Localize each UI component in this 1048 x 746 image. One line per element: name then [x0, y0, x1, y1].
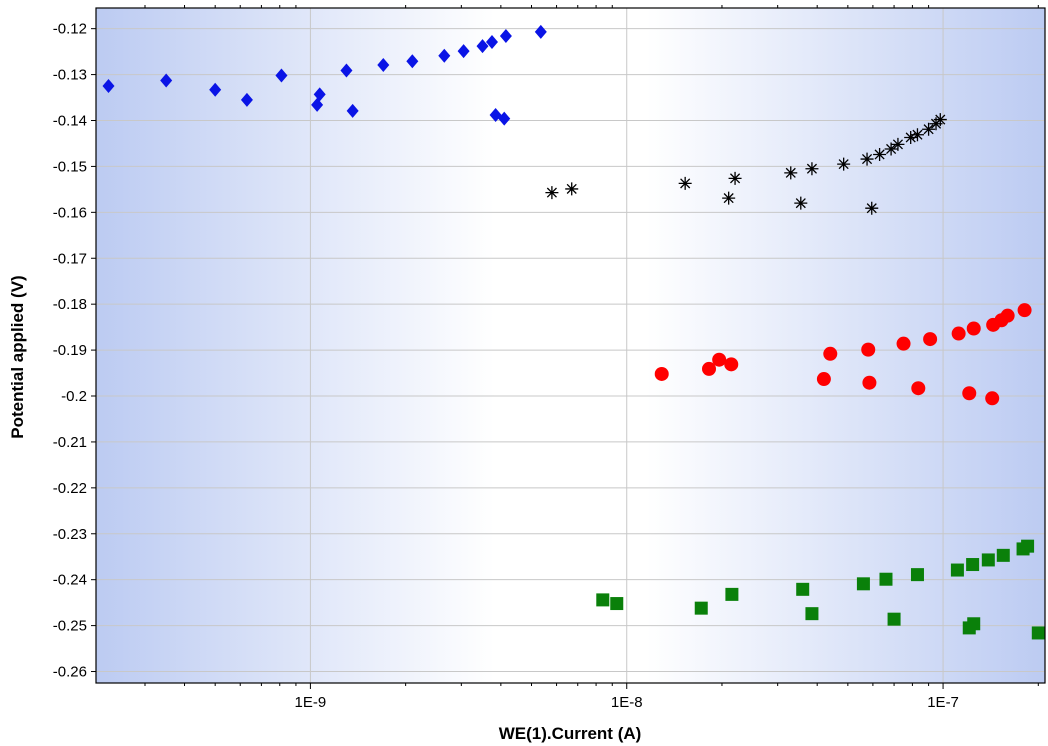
data-point-diamond: [485, 34, 498, 49]
data-point-diamond: [499, 29, 512, 44]
y-tick-label: -0.25: [53, 618, 87, 635]
data-point-square: [694, 601, 708, 615]
data-point-diamond: [313, 87, 326, 102]
data-point-asterisk: [860, 152, 874, 166]
y-tick-label: -0.2: [61, 388, 87, 405]
plot-frame: [95, 7, 1046, 684]
data-point-diamond: [102, 79, 115, 94]
data-point-asterisk: [884, 142, 898, 156]
data-point-square: [805, 607, 819, 621]
data-point-diamond: [209, 82, 222, 97]
data-point-square: [725, 587, 739, 601]
data-point-asterisk: [678, 176, 692, 190]
data-point-asterisk: [794, 196, 808, 210]
data-point-square: [996, 548, 1010, 562]
x-tick-label: 1E-7: [927, 694, 959, 711]
x-axis-title: WE(1).Current (A): [499, 724, 642, 743]
data-point-diamond: [340, 63, 353, 78]
data-point-diamond: [406, 54, 419, 69]
data-point-asterisk: [891, 137, 905, 151]
y-tick-label: -0.18: [53, 296, 87, 313]
data-point-asterisk: [873, 147, 887, 161]
data-point-diamond: [346, 103, 359, 118]
data-point-square: [610, 597, 624, 611]
data-point-diamond: [377, 57, 390, 72]
data-point-asterisk: [904, 130, 918, 144]
data-point-circle: [724, 357, 739, 372]
series-asterisk: [545, 113, 947, 215]
data-point-circle: [861, 342, 876, 357]
data-point-circle: [823, 346, 838, 361]
data-point-circle: [951, 326, 966, 341]
data-point-circle: [985, 391, 1000, 406]
data-point-square: [1021, 539, 1035, 553]
data-points: [102, 24, 1045, 640]
y-tick-label: -0.21: [53, 434, 87, 451]
y-tick-label: -0.19: [53, 342, 87, 359]
y-tick-label: -0.22: [53, 480, 87, 497]
data-point-asterisk: [784, 166, 798, 180]
y-tick-label: -0.17: [53, 250, 87, 267]
data-point-asterisk: [805, 162, 819, 176]
data-point-square: [981, 553, 995, 567]
y-tick-label: -0.26: [53, 664, 87, 681]
data-point-asterisk: [565, 182, 579, 196]
data-point-square: [887, 612, 901, 626]
y-tick-label: -0.23: [53, 526, 87, 543]
data-point-circle: [702, 361, 717, 376]
y-tick-label: -0.14: [53, 113, 87, 130]
series-diamond: [102, 24, 547, 126]
data-point-diamond: [476, 39, 489, 54]
data-point-square: [596, 593, 610, 607]
data-point-asterisk: [728, 171, 742, 185]
data-point-asterisk: [865, 201, 879, 215]
data-point-square: [910, 568, 924, 582]
data-point-asterisk: [837, 157, 851, 171]
y-tick-label: -0.16: [53, 204, 87, 221]
x-tick-label: 1E-9: [295, 694, 327, 711]
data-point-circle: [654, 366, 669, 381]
y-axis-title: Potential applied (V): [8, 275, 27, 438]
data-point-circle: [862, 375, 877, 390]
data-point-circle: [896, 336, 911, 351]
y-tick-label: -0.15: [53, 158, 87, 175]
data-point-circle: [816, 372, 831, 387]
data-point-circle: [712, 352, 727, 367]
data-point-square: [966, 558, 980, 572]
data-point-diamond: [240, 92, 253, 107]
data-point-circle: [1000, 308, 1015, 323]
data-point-square: [950, 563, 964, 577]
axis-ticks: -0.12 -0.13 -0.14 -0.15 -0.16 -0.17 -0.18 -0.19…: [53, 5, 1039, 711]
data-point-diamond: [534, 24, 547, 39]
data-point-diamond: [275, 68, 288, 83]
data-point-diamond: [311, 97, 324, 112]
x-tick-label: 1E-8: [611, 694, 643, 711]
data-point-square: [856, 577, 870, 591]
data-point-circle: [923, 332, 938, 347]
y-tick-label: -0.24: [53, 572, 87, 589]
data-point-asterisk: [545, 186, 559, 200]
data-point-circle: [911, 381, 926, 396]
data-point-asterisk: [933, 113, 947, 127]
data-point-square: [879, 572, 893, 586]
data-point-circle: [962, 386, 977, 401]
data-point-diamond: [438, 48, 451, 63]
y-tick-label: -0.13: [53, 67, 87, 84]
data-point-circle: [1017, 303, 1032, 318]
grid-lines: [96, 8, 1045, 683]
data-point-asterisk: [922, 122, 936, 136]
data-point-square: [796, 582, 810, 596]
data-point-circle: [966, 321, 981, 336]
series-square: [596, 539, 1045, 640]
data-point-diamond: [498, 111, 511, 126]
data-point-diamond: [160, 73, 173, 88]
data-point-diamond: [457, 44, 470, 59]
data-point-square: [967, 617, 981, 631]
data-point-square: [1031, 626, 1045, 640]
data-point-asterisk: [910, 128, 924, 142]
data-point-asterisk: [722, 191, 736, 205]
series-circle: [654, 303, 1032, 406]
y-tick-label: -0.12: [53, 21, 87, 38]
